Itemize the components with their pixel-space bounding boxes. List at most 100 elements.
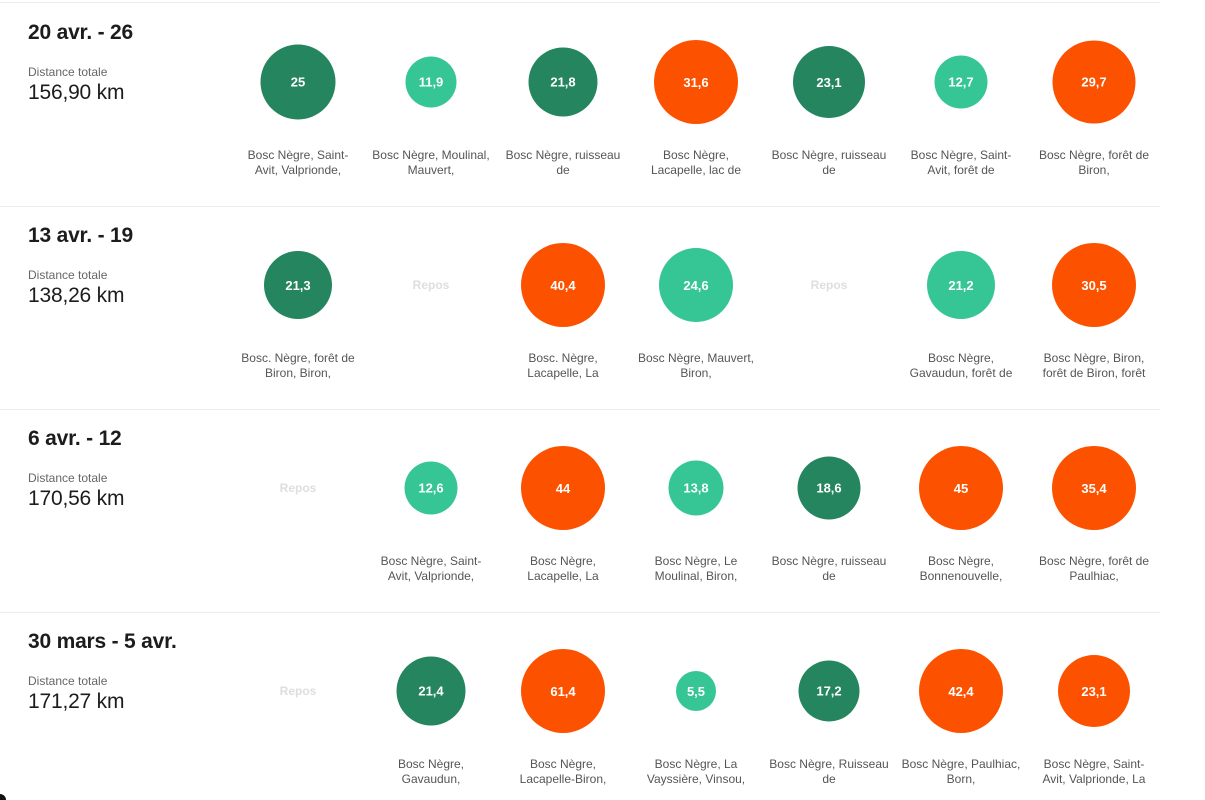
activity-bubble[interactable]: 21,2: [927, 251, 995, 319]
week-summary: 6 avr. - 12 Distance totale 170,56 km: [28, 427, 248, 511]
window-corner: [0, 794, 6, 800]
activity-places[interactable]: Bosc Nègre, forêt de Biron,: [1038, 148, 1150, 177]
activity-places[interactable]: Bosc Nègre, ruisseau de: [505, 148, 621, 177]
day-cell: 29,7 Bosc Nègre, forêt de Biron,: [1028, 3, 1160, 206]
activity-places[interactable]: Bosc Nègre, Saint-Avit, forêt de: [910, 148, 1012, 177]
day-cell: 17,2 Bosc Nègre, Ruisseau de: [763, 612, 895, 800]
day-cell: Repos: [232, 612, 364, 800]
activity-places[interactable]: Bosc Nègre, Lacapelle, La: [527, 554, 599, 583]
activity-bubble[interactable]: 17,2: [798, 660, 860, 722]
day-cell: 18,6 Bosc Nègre, ruisseau de: [763, 409, 895, 612]
activity-bubble[interactable]: 31,6: [654, 40, 738, 124]
rest-label: Repos: [412, 278, 450, 292]
day-cell: 23,1 Bosc Nègre, ruisseau de: [763, 3, 895, 206]
day-cell: 31,6 Bosc Nègre, Lacapelle, lac de: [630, 3, 762, 206]
day-cell: 21,3 Bosc. Nègre, forêt de Biron, Biron,: [232, 206, 364, 409]
activity-places[interactable]: Bosc Nègre, Lacapelle-Biron,: [519, 757, 607, 786]
day-cell: 40,4 Bosc. Nègre, Lacapelle, La: [497, 206, 629, 409]
day-cell: Repos: [365, 206, 497, 409]
week-summary: 30 mars - 5 avr. Distance totale 171,27 km: [28, 630, 248, 714]
activity-bubble[interactable]: 25: [260, 44, 336, 120]
activity-bubble[interactable]: 18,6: [797, 456, 861, 520]
activity-places[interactable]: Bosc Nègre, Saint-Avit, Valprionde, La: [1042, 757, 1146, 786]
activity-bubble[interactable]: 5,5: [676, 671, 716, 711]
activity-bubble[interactable]: 45: [919, 446, 1003, 530]
activity-places[interactable]: Bosc. Nègre, forêt de Biron, Biron,: [241, 351, 355, 380]
activity-places[interactable]: Bosc Nègre, Biron, forêt de Biron, forêt: [1042, 351, 1146, 380]
activity-places[interactable]: Bosc Nègre, La Vayssière, Vinsou,: [646, 757, 746, 786]
activity-places[interactable]: Bosc Nègre, ruisseau de: [771, 148, 887, 177]
week-row: 13 avr. - 19 Distance totale 138,26 km 21,3…: [0, 206, 1160, 410]
day-cell: 11,9 Bosc Nègre, Moulinal, Mauvert,: [365, 3, 497, 206]
day-cell: 21,2 Bosc Nègre, Gavaudun, forêt de: [895, 206, 1027, 409]
distance-label: Distance totale: [28, 674, 108, 688]
week-summary: 20 avr. - 26 Distance totale 156,90 km: [28, 21, 248, 105]
distance-value: 170,56 km: [28, 487, 125, 510]
activity-places[interactable]: Bosc Nègre, Ruisseau de: [769, 757, 889, 786]
week-title: 13 avr. - 19: [28, 224, 134, 247]
activity-bubble[interactable]: 11,9: [405, 56, 457, 108]
day-cell: 23,1 Bosc Nègre, Saint-Avit, Valprionde, …: [1028, 612, 1160, 800]
activity-bubble[interactable]: 61,4: [521, 649, 605, 733]
activity-places[interactable]: Bosc Nègre, Bonnenouvelle,: [919, 554, 1003, 583]
day-cell: 30,5 Bosc Nègre, Biron, forêt de Biron, f…: [1028, 206, 1160, 409]
activity-places[interactable]: Bosc Nègre, ruisseau de: [771, 554, 887, 583]
day-cell: 12,7 Bosc Nègre, Saint-Avit, forêt de: [895, 3, 1027, 206]
activity-bubble[interactable]: 30,5: [1052, 243, 1136, 327]
day-cell: 42,4 Bosc Nègre, Paulhiac, Born,: [895, 612, 1027, 800]
activity-bubble[interactable]: 23,1: [793, 46, 865, 118]
activity-bubble[interactable]: 23,1: [1058, 655, 1130, 727]
day-cell: 21,8 Bosc Nègre, ruisseau de: [497, 3, 629, 206]
week-title: 6 avr. - 12: [28, 427, 122, 450]
week-title: 30 mars - 5 avr.: [28, 630, 177, 653]
activity-bubble[interactable]: 24,6: [659, 248, 733, 322]
day-cell: 45 Bosc Nègre, Bonnenouvelle,: [895, 409, 1027, 612]
activity-bubble[interactable]: 12,7: [934, 55, 988, 109]
activity-bubble[interactable]: 12,6: [404, 461, 458, 515]
week-row: 30 mars - 5 avr. Distance totale 171,27 km…: [0, 612, 1160, 800]
activity-places[interactable]: Bosc Nègre, Lacapelle, lac de: [650, 148, 742, 177]
day-cell: 35,4 Bosc Nègre, forêt de Paulhiac,: [1028, 409, 1160, 612]
activity-bubble[interactable]: 21,8: [528, 47, 598, 117]
rest-label: Repos: [279, 684, 317, 698]
day-cell: Repos: [232, 409, 364, 612]
divider: [0, 2, 1160, 3]
day-cell: 44 Bosc Nègre, Lacapelle, La: [497, 409, 629, 612]
week-row: 20 avr. - 26 Distance totale 156,90 km 25 Bo…: [0, 3, 1160, 207]
day-cell: 5,5 Bosc Nègre, La Vayssière, Vinsou,: [630, 612, 762, 800]
day-cell: 61,4 Bosc Nègre, Lacapelle-Biron,: [497, 612, 629, 800]
day-cell: 12,6 Bosc Nègre, Saint-Avit, Valprionde,: [365, 409, 497, 612]
activity-places[interactable]: Bosc Nègre, Saint-Avit, Valprionde,: [247, 148, 349, 177]
activity-bubble[interactable]: 42,4: [919, 649, 1003, 733]
distance-value: 156,90 km: [28, 81, 125, 104]
activity-bubble[interactable]: 44: [521, 446, 605, 530]
distance-label: Distance totale: [28, 65, 108, 79]
activity-bubble[interactable]: 40,4: [521, 243, 605, 327]
distance-label: Distance totale: [28, 268, 108, 282]
day-cell: 25 Bosc Nègre, Saint-Avit, Valprionde,: [232, 3, 364, 206]
activity-places[interactable]: Bosc Nègre, Paulhiac, Born,: [901, 757, 1021, 786]
activity-bubble[interactable]: 35,4: [1052, 446, 1136, 530]
activity-bubble[interactable]: 21,3: [264, 251, 332, 319]
activity-places[interactable]: Bosc Nègre, Gavaudun,: [397, 757, 465, 786]
activity-places[interactable]: Bosc Nègre, forêt de Paulhiac,: [1038, 554, 1150, 583]
activity-places[interactable]: Bosc Nègre, Moulinal, Mauvert,: [372, 148, 490, 177]
activity-bubble[interactable]: 29,7: [1052, 40, 1136, 124]
day-cell: 13,8 Bosc Nègre, Le Moulinal, Biron,: [630, 409, 762, 612]
week-title: 20 avr. - 26: [28, 21, 134, 44]
distance-value: 138,26 km: [28, 284, 125, 307]
distance-label: Distance totale: [28, 471, 108, 485]
day-cell: Repos: [763, 206, 895, 409]
activity-places[interactable]: Bosc Nègre, Gavaudun, forêt de: [909, 351, 1013, 380]
activity-bubble[interactable]: 13,8: [668, 460, 724, 516]
activity-bubble[interactable]: 21,4: [396, 656, 466, 726]
rest-label: Repos: [279, 481, 317, 495]
activity-places[interactable]: Bosc. Nègre, Lacapelle, La: [527, 351, 599, 380]
distance-value: 171,27 km: [28, 690, 125, 713]
activity-places[interactable]: Bosc Nègre, Le Moulinal, Biron,: [654, 554, 738, 583]
activity-places[interactable]: Bosc Nègre, Saint-Avit, Valprionde,: [380, 554, 482, 583]
activity-places[interactable]: Bosc Nègre, Mauvert, Biron,: [637, 351, 755, 380]
day-cell: 21,4 Bosc Nègre, Gavaudun,: [365, 612, 497, 800]
week-row: 6 avr. - 12 Distance totale 170,56 km Repos…: [0, 409, 1160, 613]
